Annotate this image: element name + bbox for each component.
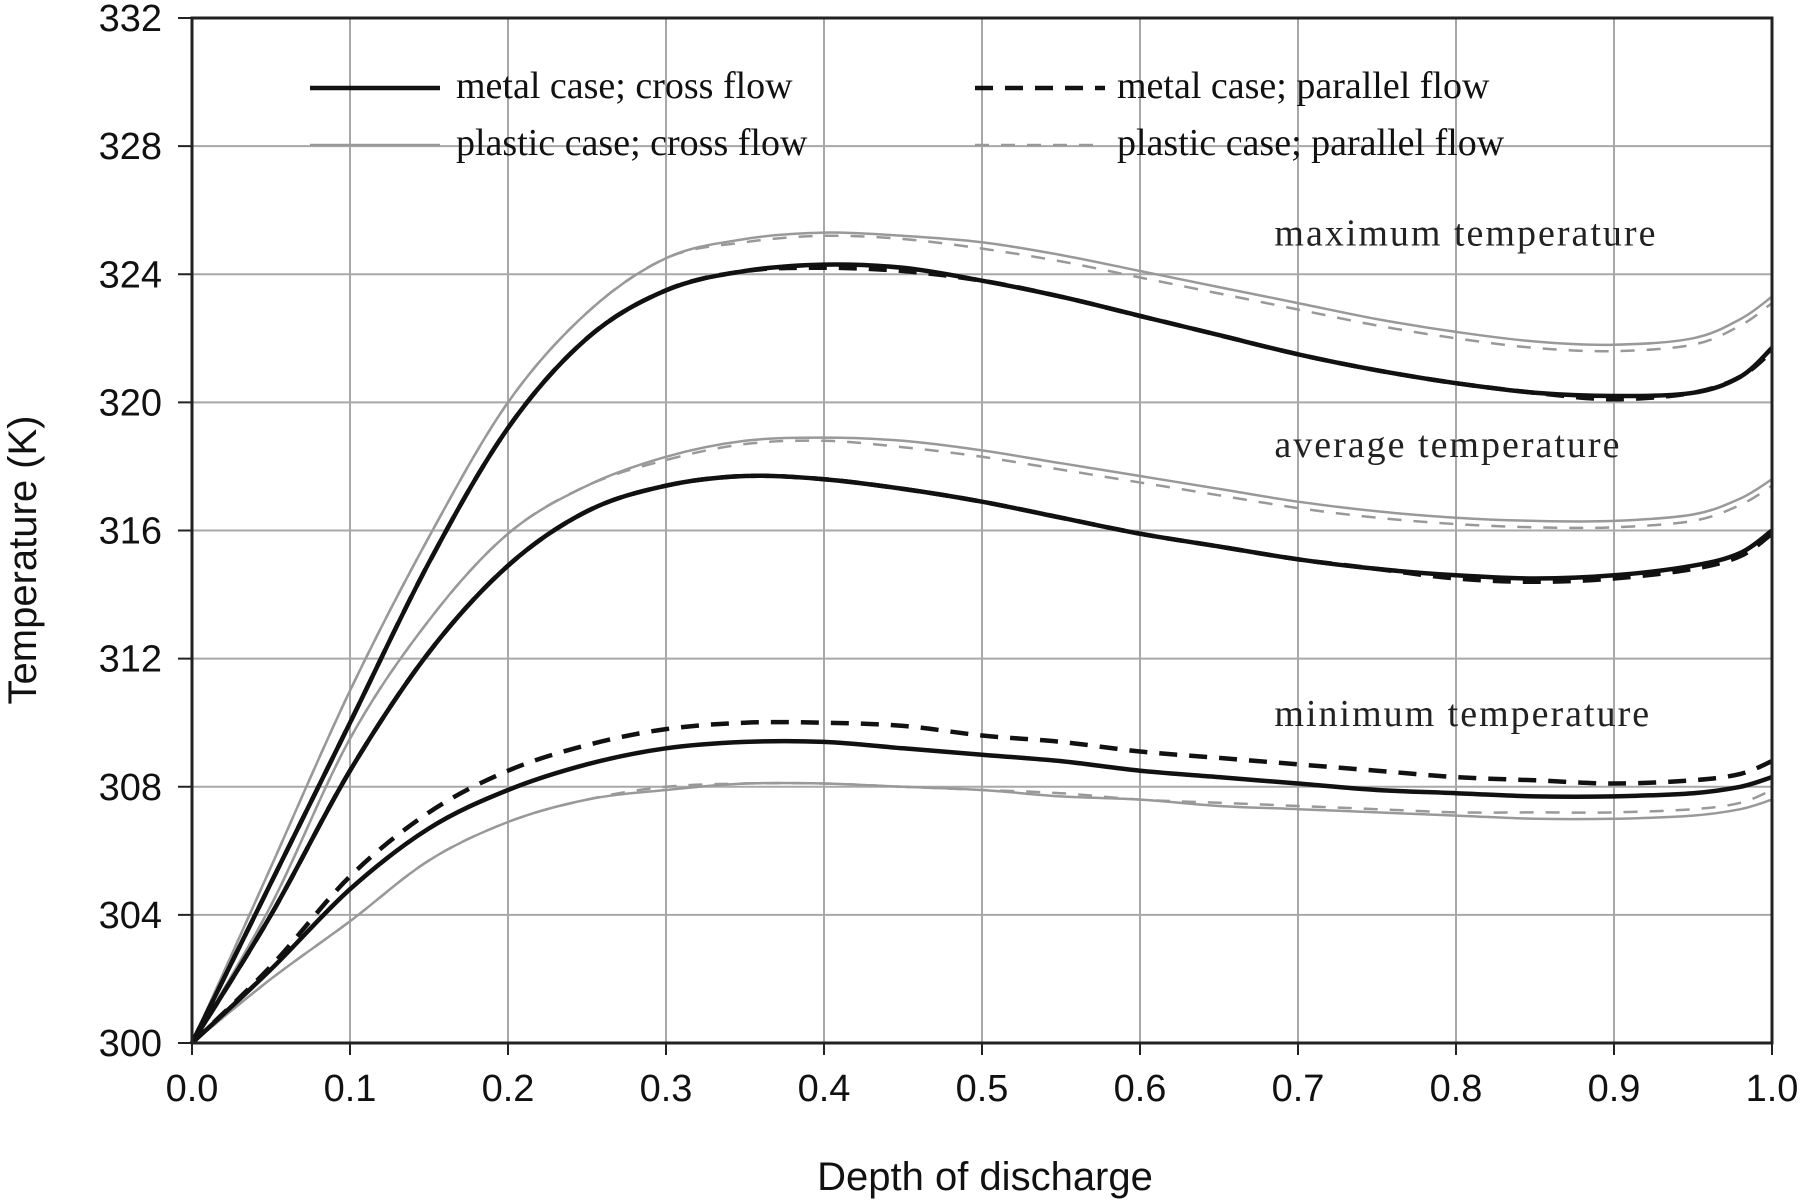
grid xyxy=(192,18,1772,1043)
x-tick-label: 0.3 xyxy=(640,1068,693,1110)
series-line-average-3 xyxy=(190,439,1773,1044)
y-tick-label: 320 xyxy=(99,382,162,424)
x-tick-label: 0.7 xyxy=(1272,1068,1325,1110)
x-tick-label: 1.0 xyxy=(1746,1068,1799,1110)
x-tick-label: 0.9 xyxy=(1588,1068,1641,1110)
annotations: maximum temperature average temperature mi… xyxy=(1274,212,1657,735)
x-tick-label: 0.1 xyxy=(324,1068,377,1110)
series-line-maximum-1 xyxy=(189,265,1774,1044)
plot-frame xyxy=(190,16,1774,1045)
legend-label: metal case; cross flow xyxy=(456,65,793,107)
y-tick-label: 304 xyxy=(99,895,162,937)
annotation-label: maximum temperature xyxy=(1274,212,1657,254)
x-tick-label: 0.8 xyxy=(1430,1068,1483,1110)
y-tick-label: 312 xyxy=(99,639,162,681)
series-line-average-1 xyxy=(190,473,1774,1045)
series-lines xyxy=(189,231,1774,1045)
legend: metal case; cross flow metal case; parall… xyxy=(310,65,1505,164)
axes: 0.0 0.1 0.2 0.3 0.4 0.5 0.6 0.7 0.8 0.9 1.0 300 304 3… xyxy=(99,0,1799,1110)
x-axis-title: Depth of discharge xyxy=(817,1155,1153,1199)
legend-label: metal case; parallel flow xyxy=(1117,65,1490,107)
x-tick-label: 0.2 xyxy=(482,1068,535,1110)
x-tick-label: 0.5 xyxy=(956,1068,1009,1110)
series-line-minimum-1 xyxy=(190,719,1773,1045)
y-tick-label: 300 xyxy=(99,1023,162,1065)
series-line-maximum-3 xyxy=(190,234,1773,1044)
y-axis-title: Temperature (K) xyxy=(1,416,45,705)
legend-label: plastic case; parallel flow xyxy=(1117,122,1505,164)
y-tick-label: 316 xyxy=(99,511,162,553)
x-tick-label: 0.4 xyxy=(798,1068,851,1110)
legend-label: plastic case; cross flow xyxy=(456,122,808,164)
y-tick-label: 308 xyxy=(99,767,162,809)
series-line-minimum-0 xyxy=(190,738,1773,1045)
y-tick-label: 332 xyxy=(99,0,162,40)
y-tick-label: 328 xyxy=(99,126,162,168)
x-tick-label: 0.0 xyxy=(166,1068,219,1110)
y-tick-label: 324 xyxy=(99,254,162,296)
series-line-minimum-3 xyxy=(191,781,1773,1044)
annotation-label: minimum temperature xyxy=(1274,693,1651,735)
annotation-label: average temperature xyxy=(1274,424,1621,466)
x-tick-label: 0.6 xyxy=(1114,1068,1167,1110)
